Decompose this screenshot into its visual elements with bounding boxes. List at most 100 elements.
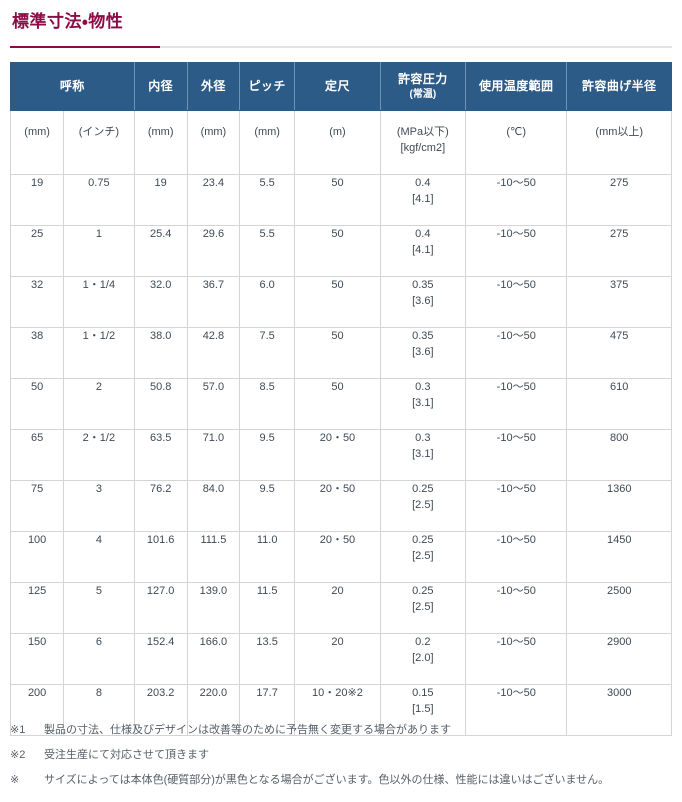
- note-marker: ※2: [10, 749, 26, 761]
- column-header-standard-length: 定尺: [294, 62, 381, 111]
- unit-pitch: (mm): [239, 110, 296, 175]
- cell-allowable-pressure: 0.4 [4.1]: [379, 225, 467, 277]
- column-header-bend-radius: 許容曲げ半径: [566, 62, 672, 111]
- cell-temperature-range: -10～50: [465, 582, 568, 634]
- column-header-allowable-pressure-sub: (常温): [409, 88, 437, 100]
- cell-pitch: 6.0: [239, 276, 296, 328]
- cell-outer-diameter: 57.0: [186, 378, 241, 430]
- cell-standard-length: 20: [294, 633, 381, 685]
- cell-outer-diameter: 84.0: [186, 480, 241, 532]
- cell-standard-length: 10・20※2: [294, 684, 381, 736]
- cell-outer-diameter: 71.0: [186, 429, 241, 481]
- cell-allowable-pressure: 0.4 [4.1]: [379, 174, 467, 226]
- cell-bend-radius: 2500: [566, 582, 672, 634]
- note-text: 製品の寸法、仕様及びデザインは改善等のために予告無く変更する場合があります: [44, 724, 451, 736]
- cell-pitch: 13.5: [239, 633, 296, 685]
- cell-standard-length: 50: [294, 276, 381, 328]
- cell-temperature-range: -10～50: [465, 429, 568, 481]
- cell-standard-length: 50: [294, 327, 381, 379]
- cell-pitch: 9.5: [239, 480, 296, 532]
- cell-allowable-pressure: 0.25 [2.5]: [379, 582, 467, 634]
- cell-pressure-kgf: [2.0]: [412, 652, 434, 664]
- unit-standard-length: (m): [294, 110, 381, 175]
- cell-bend-radius: 3000: [566, 684, 672, 736]
- cell-inner-diameter: 38.0: [133, 327, 188, 379]
- cell-temperature-range: -10～50: [465, 378, 568, 430]
- cell-bend-radius: 800: [566, 429, 672, 481]
- unit-allowable-pressure-mpa: (MPa以下): [396, 126, 449, 138]
- specification-table: 呼称 内径 外径 ピッチ 定尺 許容圧力 (常温) 使用温度範囲 許容曲げ半径 …: [9, 62, 672, 736]
- table-row: 65 2・1/2 63.5 71.0 9.5 20・50 0.3 [3.1] -10～50 800: [9, 429, 672, 481]
- cell-standard-length: 50: [294, 225, 381, 277]
- table-row: 200 8 203.2 220.0 17.7 10・20※2 0.15 [1.5] -10～50…: [9, 684, 672, 736]
- cell-inner-diameter: 19: [133, 174, 188, 226]
- cell-pressure-kgf: [2.5]: [412, 499, 434, 511]
- note-marker: ※1: [10, 724, 26, 736]
- cell-bend-radius: 2900: [566, 633, 672, 685]
- title-divider: [10, 46, 672, 48]
- cell-pressure-kgf: [2.5]: [412, 550, 434, 562]
- cell-nominal-inch: 2・1/2: [63, 429, 135, 481]
- cell-standard-length: 20・50: [294, 480, 381, 532]
- unit-inner-diameter: (mm): [133, 110, 188, 175]
- cell-pressure-kgf: [4.1]: [412, 244, 434, 256]
- cell-pitch: 5.5: [239, 174, 296, 226]
- spec-table-container: 呼称 内径 外径 ピッチ 定尺 許容圧力 (常温) 使用温度範囲 許容曲げ半径 …: [9, 62, 672, 736]
- note-item: ※2 受注生産にて対応させて頂きます: [10, 747, 672, 763]
- cell-pressure-mpa: 0.25: [412, 534, 434, 546]
- table-row: 75 3 76.2 84.0 9.5 20・50 0.25 [2.5] -10～50 1360: [9, 480, 672, 532]
- unit-nominal-inch: (インチ): [63, 110, 135, 175]
- cell-nominal-mm: 38: [9, 327, 65, 379]
- cell-temperature-range: -10～50: [465, 225, 568, 277]
- table-row: 100 4 101.6 111.5 11.0 20・50 0.25 [2.5] -10～50 14…: [9, 531, 672, 583]
- cell-allowable-pressure: 0.35 [3.6]: [379, 327, 467, 379]
- cell-nominal-mm: 200: [9, 684, 65, 736]
- cell-pitch: 9.5: [239, 429, 296, 481]
- cell-pressure-mpa: 0.4: [415, 177, 431, 189]
- cell-inner-diameter: 101.6: [133, 531, 188, 583]
- title-divider-accent: [10, 46, 160, 48]
- table-row: 38 1・1/2 38.0 42.8 7.5 50 0.35 [3.6] -10～50 475: [9, 327, 672, 379]
- cell-standard-length: 20・50: [294, 429, 381, 481]
- cell-pressure-mpa: 0.35: [412, 279, 434, 291]
- note-item: ※ サイズによっては本体色(硬質部分)が黒色となる場合がございます。色以外の仕様、…: [10, 772, 672, 788]
- cell-nominal-inch: 2: [63, 378, 135, 430]
- cell-allowable-pressure: 0.3 [3.1]: [379, 378, 467, 430]
- cell-temperature-range: -10～50: [465, 174, 568, 226]
- cell-nominal-mm: 75: [9, 480, 65, 532]
- cell-outer-diameter: 139.0: [186, 582, 241, 634]
- cell-pressure-kgf: [3.6]: [412, 346, 434, 358]
- notes-block: ※1 製品の寸法、仕様及びデザインは改善等のために予告無く変更する場合があります ※…: [10, 722, 672, 797]
- cell-nominal-inch: 4: [63, 531, 135, 583]
- cell-temperature-range: -10～50: [465, 684, 568, 736]
- cell-inner-diameter: 50.8: [133, 378, 188, 430]
- cell-allowable-pressure: 0.25 [2.5]: [379, 480, 467, 532]
- cell-temperature-range: -10～50: [465, 531, 568, 583]
- table-body: 19 0.75 19 23.4 5.5 50 0.4 [4.1] -10～50 275 25 1 25.…: [9, 174, 672, 736]
- cell-outer-diameter: 23.4: [186, 174, 241, 226]
- cell-bend-radius: 375: [566, 276, 672, 328]
- cell-bend-radius: 275: [566, 225, 672, 277]
- cell-nominal-inch: 5: [63, 582, 135, 634]
- cell-pitch: 8.5: [239, 378, 296, 430]
- cell-bend-radius: 610: [566, 378, 672, 430]
- cell-standard-length: 50: [294, 174, 381, 226]
- column-header-inner-diameter: 内径: [133, 62, 188, 111]
- cell-standard-length: 20・50: [294, 531, 381, 583]
- cell-nominal-mm: 125: [9, 582, 65, 634]
- table-row: 50 2 50.8 57.0 8.5 50 0.3 [3.1] -10～50 610: [9, 378, 672, 430]
- cell-allowable-pressure: 0.3 [3.1]: [379, 429, 467, 481]
- unit-bend-radius: (mm以上): [566, 110, 672, 175]
- cell-pressure-mpa: 0.35: [412, 330, 434, 342]
- cell-temperature-range: -10～50: [465, 327, 568, 379]
- cell-pressure-kgf: [3.1]: [412, 397, 434, 409]
- cell-outer-diameter: 220.0: [186, 684, 241, 736]
- column-header-allowable-pressure: 許容圧力 (常温): [379, 62, 467, 111]
- cell-nominal-mm: 100: [9, 531, 65, 583]
- cell-outer-diameter: 29.6: [186, 225, 241, 277]
- table-header-row-units: (mm) (インチ) (mm) (mm) (mm) (m) (MPa以下) [k…: [9, 110, 672, 175]
- cell-nominal-mm: 25: [9, 225, 65, 277]
- cell-outer-diameter: 111.5: [186, 531, 241, 583]
- cell-nominal-mm: 150: [9, 633, 65, 685]
- cell-bend-radius: 475: [566, 327, 672, 379]
